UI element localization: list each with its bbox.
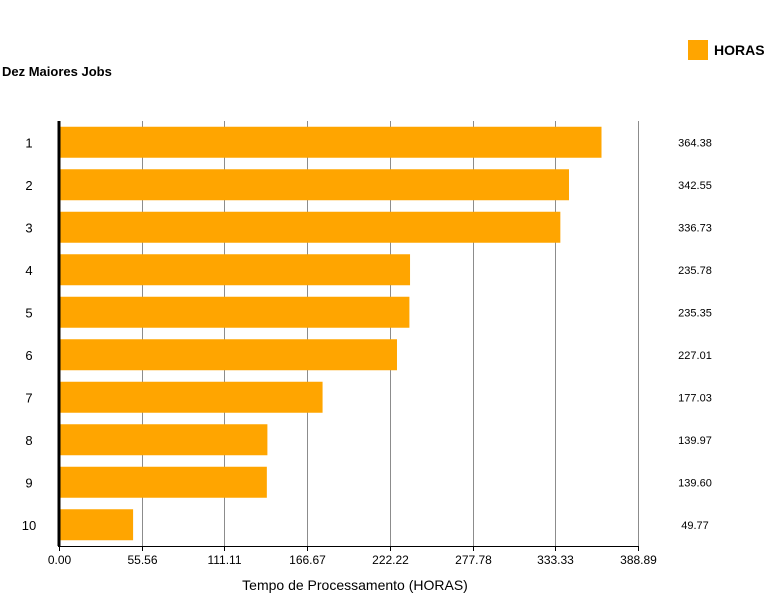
y-tick-label: 7	[25, 390, 32, 405]
data-label: 139.60	[678, 477, 712, 489]
bar	[60, 254, 411, 286]
data-label: 235.35	[678, 307, 712, 319]
y-tick-label: 9	[25, 475, 32, 490]
bar	[60, 211, 561, 243]
x-tick-label: 277.78	[455, 553, 492, 567]
y-tick-label: 4	[25, 263, 32, 278]
data-label: 49.77	[681, 520, 709, 532]
data-label: 336.73	[678, 222, 712, 234]
chart-title: Dez Maiores Jobs	[2, 64, 112, 79]
y-tick-label: 5	[25, 305, 32, 320]
data-label: 177.03	[678, 392, 712, 404]
legend-label: HORAS	[714, 42, 765, 58]
bar	[60, 126, 602, 158]
legend-swatch	[688, 40, 708, 60]
x-tick-label: 0.00	[48, 553, 72, 567]
y-tick-label: 6	[25, 348, 32, 363]
x-tick-label: 55.56	[127, 553, 157, 567]
bar	[60, 169, 570, 201]
data-label: 342.55	[678, 180, 712, 192]
y-tick-label: 3	[25, 220, 32, 235]
x-tick-label: 333.33	[537, 553, 574, 567]
data-label: 364.38	[678, 137, 712, 149]
data-label: 235.78	[678, 265, 712, 277]
x-tick-label: 222.22	[372, 553, 409, 567]
x-axis-label: Tempo de Processamento (HORAS)	[242, 577, 468, 593]
y-tick-label: 10	[22, 518, 36, 533]
bar	[60, 339, 397, 371]
y-tick-label: 2	[25, 178, 32, 193]
x-tick-label: 111.11	[207, 553, 241, 567]
x-tick-label: 166.67	[289, 553, 326, 567]
x-tick-label: 388.89	[620, 553, 657, 567]
bar	[60, 509, 134, 541]
data-label: 227.01	[678, 350, 712, 362]
y-tick-label: 8	[25, 433, 32, 448]
bar	[60, 424, 268, 456]
bar	[60, 466, 267, 498]
y-tick-label: 1	[25, 135, 32, 150]
bar	[60, 381, 323, 413]
legend: HORAS	[688, 40, 765, 60]
data-label: 139.97	[678, 435, 712, 447]
bar	[60, 296, 410, 328]
